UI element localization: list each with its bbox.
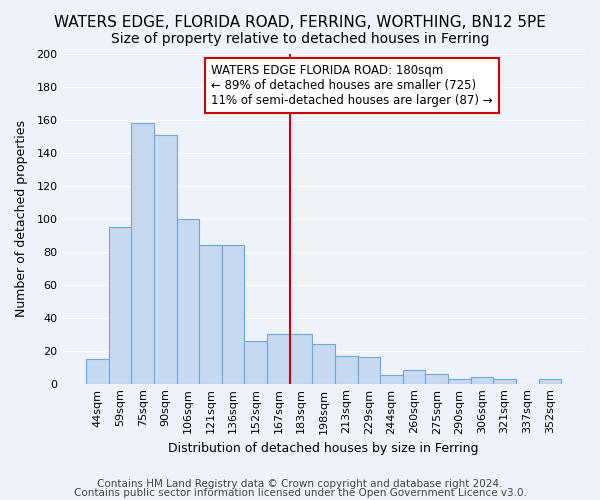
Bar	[448, 378, 471, 384]
Bar	[244, 341, 267, 384]
Text: WATERS EDGE FLORIDA ROAD: 180sqm
← 89% of detached houses are smaller (725)
11% : WATERS EDGE FLORIDA ROAD: 180sqm ← 89% o…	[211, 64, 493, 107]
Bar	[403, 370, 425, 384]
Text: Contains public sector information licensed under the Open Government Licence v3: Contains public sector information licen…	[74, 488, 526, 498]
Bar	[425, 374, 448, 384]
Text: Size of property relative to detached houses in Ferring: Size of property relative to detached ho…	[111, 32, 489, 46]
Bar	[380, 376, 403, 384]
Bar	[539, 378, 561, 384]
Bar	[267, 334, 290, 384]
Bar	[131, 123, 154, 384]
X-axis label: Distribution of detached houses by size in Ferring: Distribution of detached houses by size …	[169, 442, 479, 455]
Bar	[86, 359, 109, 384]
Bar	[290, 334, 313, 384]
Bar	[154, 135, 176, 384]
Bar	[471, 377, 493, 384]
Bar	[199, 245, 222, 384]
Text: WATERS EDGE, FLORIDA ROAD, FERRING, WORTHING, BN12 5PE: WATERS EDGE, FLORIDA ROAD, FERRING, WORT…	[54, 15, 546, 30]
Text: Contains HM Land Registry data © Crown copyright and database right 2024.: Contains HM Land Registry data © Crown c…	[97, 479, 503, 489]
Bar	[109, 227, 131, 384]
Bar	[222, 245, 244, 384]
Bar	[176, 219, 199, 384]
Bar	[313, 344, 335, 384]
Y-axis label: Number of detached properties: Number of detached properties	[15, 120, 28, 318]
Bar	[358, 358, 380, 384]
Bar	[493, 378, 516, 384]
Bar	[335, 356, 358, 384]
